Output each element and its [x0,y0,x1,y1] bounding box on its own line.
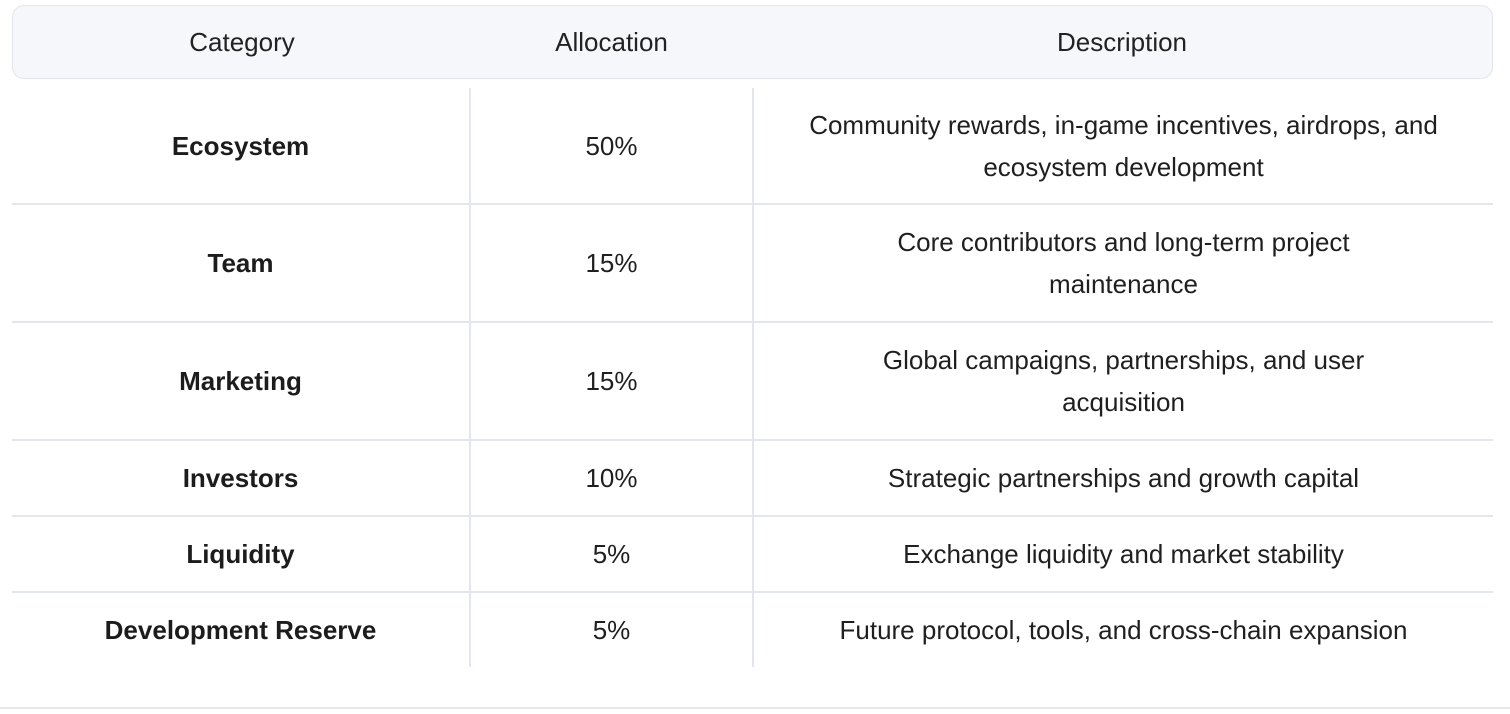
header-allocation: Allocation [555,26,668,57]
allocation-cell: 15% [469,323,754,439]
header-description: Description [1056,26,1188,57]
description-cell: Strategic partnerships and growth capita… [887,463,1360,493]
description-cell: Exchange liquidity and market stability [903,539,1344,569]
table-body: Ecosystem 50% Community rewards, in-game… [12,88,1493,667]
category-cell: Marketing [179,366,302,396]
allocation-cell: 50% [469,88,754,203]
table-row: Liquidity 5% Exchange liquidity and mark… [12,517,1493,593]
category-cell: Team [207,248,274,278]
description-cell: Core contributors and long-term project … [897,227,1350,299]
allocation-cell: 15% [469,205,754,321]
description-cell: Future protocol, tools, and cross-chain … [839,615,1408,645]
description-cell: Global campaigns, partnerships, and user… [882,345,1365,417]
allocation-cell: 10% [469,441,754,515]
table-row: Team 15% Core contributors and long-term… [12,205,1493,323]
category-cell: Liquidity [186,539,295,569]
header-category: Category [189,26,295,57]
category-cell: Development Reserve [104,615,377,645]
table-row: Ecosystem 50% Community rewards, in-game… [12,88,1493,205]
divider [0,707,1510,709]
description-cell: Community rewards, in-game incentives, a… [809,109,1438,182]
allocation-cell: 5% [469,517,754,591]
category-cell: Ecosystem [171,130,310,161]
allocation-cell: 5% [469,593,754,667]
table-row: Investors 10% Strategic partnerships and… [12,441,1493,517]
category-cell: Investors [182,463,299,493]
table-header: Category Allocation Description [12,5,1493,79]
table-row: Development Reserve 5% Future protocol, … [12,593,1493,667]
table-row: Marketing 15% Global campaigns, partners… [12,323,1493,441]
